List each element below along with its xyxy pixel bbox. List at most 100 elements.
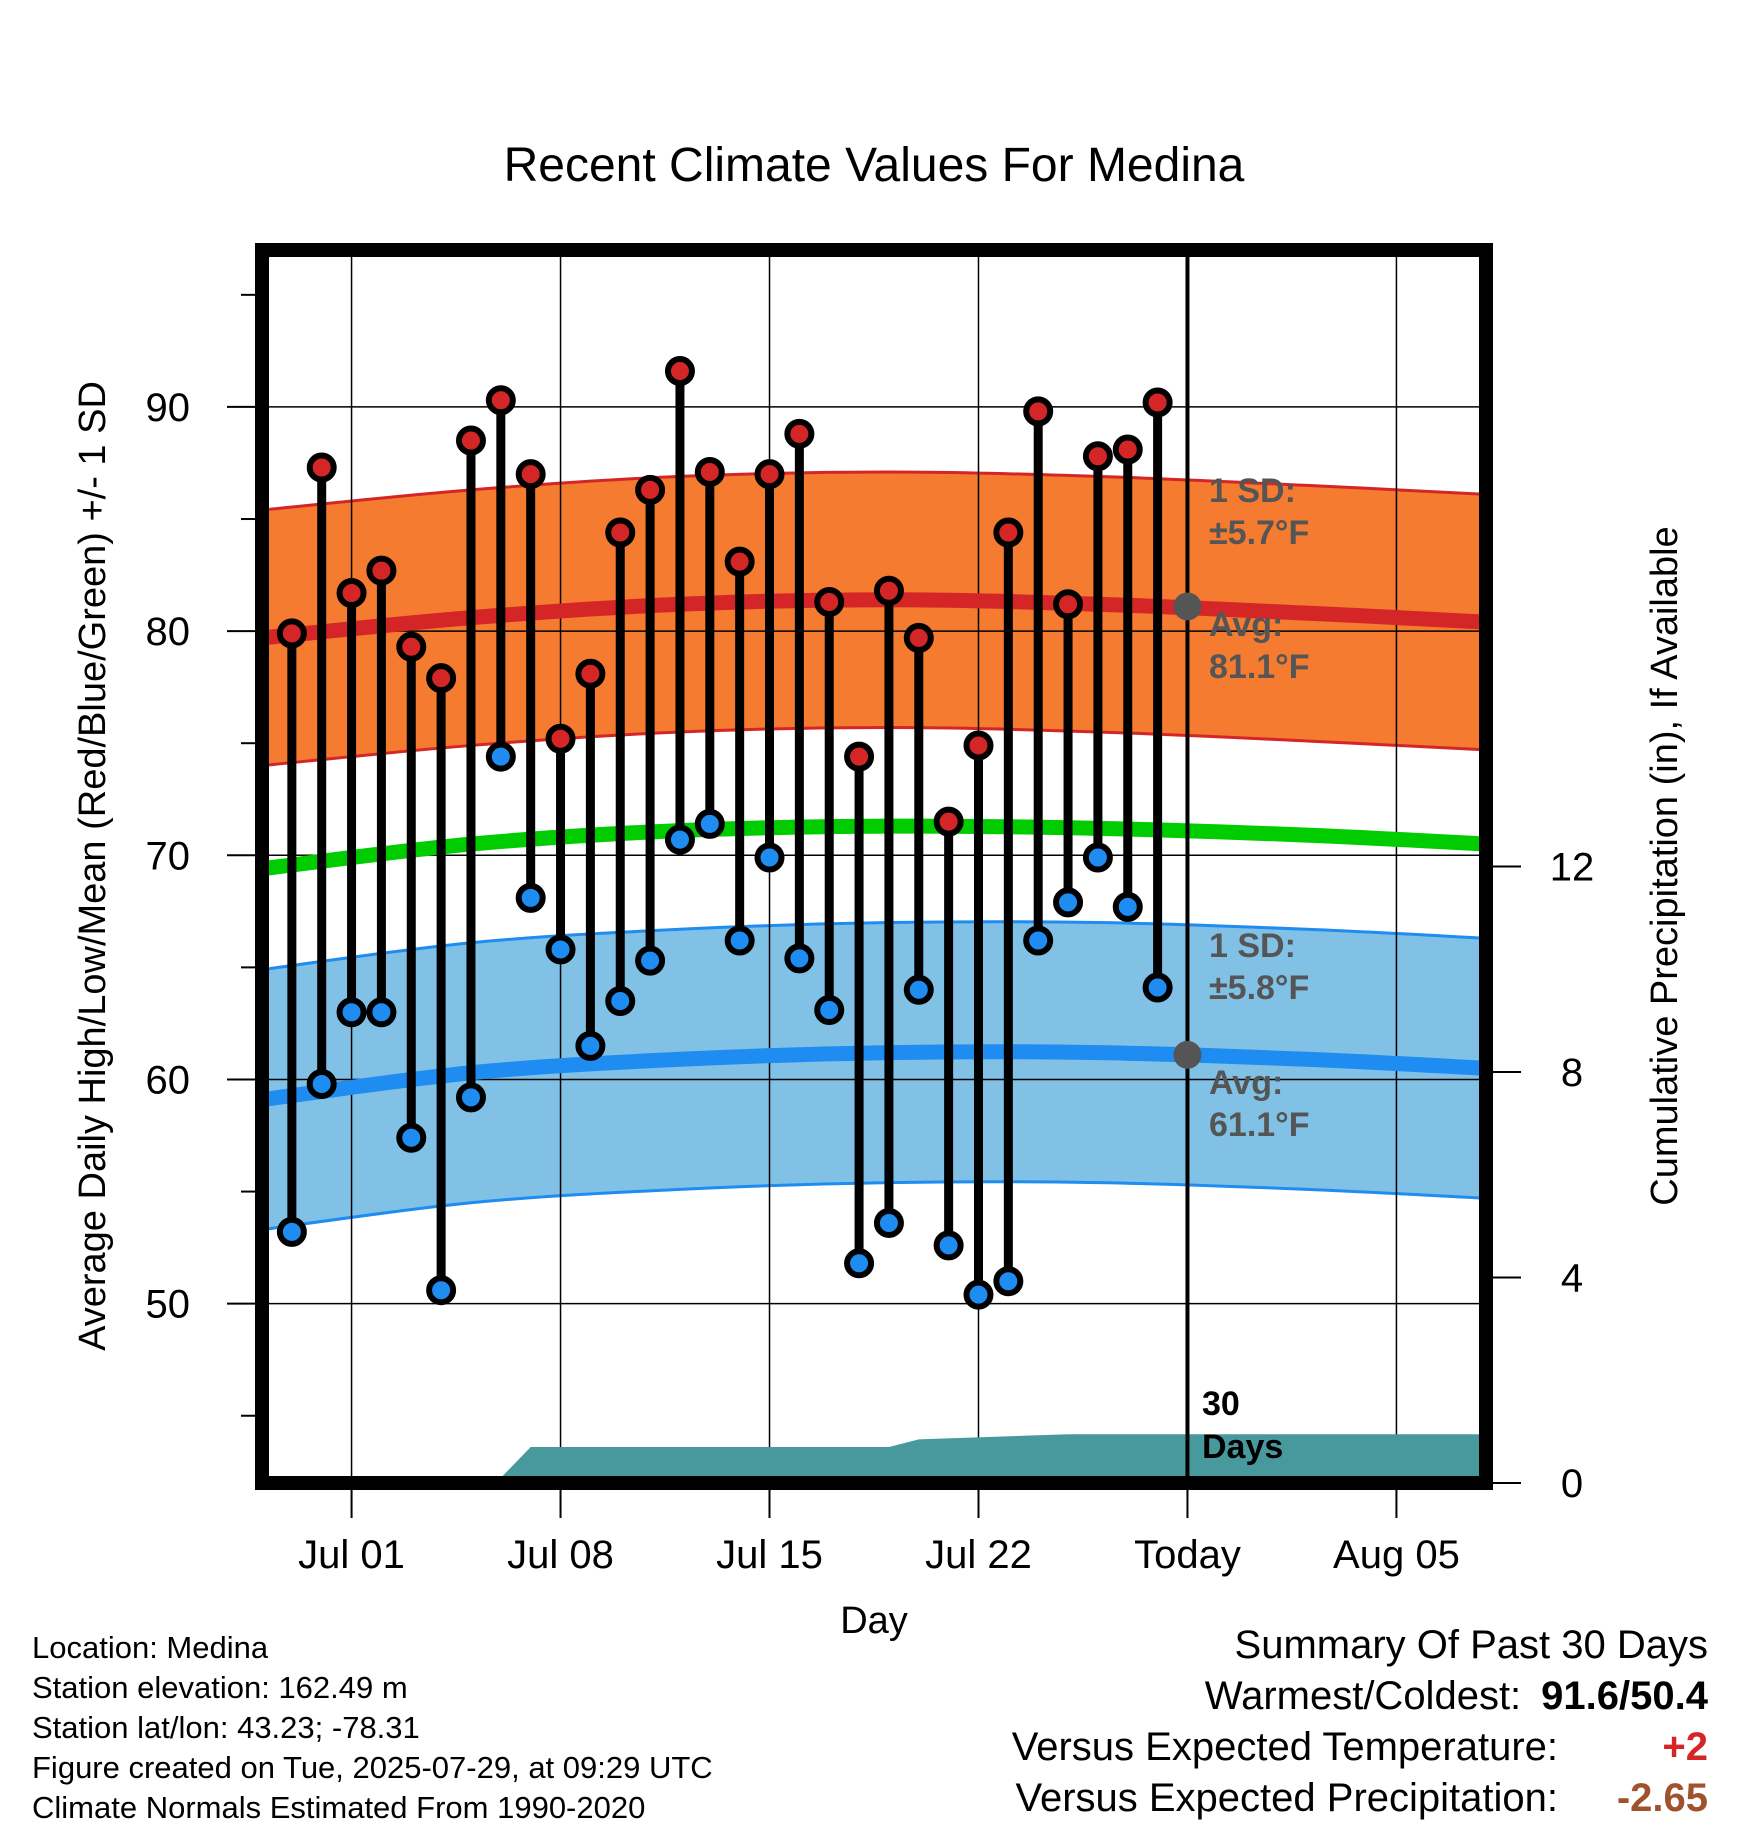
x-tick-label: Jul 01 <box>298 1533 405 1577</box>
daily-low-marker <box>724 925 755 956</box>
temp-value: +2 <box>1662 1725 1708 1769</box>
x-axis-ticks: Jul 01 Jul 08 Jul 15 Jul 22 Today Aug 05 <box>298 1490 1460 1577</box>
daily-low-marker <box>515 882 546 913</box>
daily-low-marker <box>426 1275 457 1306</box>
high-sd-band <box>262 471 1486 766</box>
summary-heading: Summary Of Past 30 Days <box>1234 1623 1708 1667</box>
daily-high-marker <box>485 385 516 416</box>
daily-low-marker <box>784 943 815 974</box>
daily-high-marker <box>366 555 397 586</box>
high-sd-value: ±5.7°F <box>1209 514 1309 552</box>
daily-low-marker <box>605 986 636 1017</box>
daily-low-marker <box>1082 842 1113 873</box>
precip-value: -2.65 <box>1616 1776 1708 1820</box>
summary-temp-row: Versus Expected Temperature: +2 <box>1012 1722 1708 1773</box>
x-tick-label: Aug 05 <box>1333 1533 1460 1577</box>
daily-low-marker <box>575 1030 606 1061</box>
daily-high-marker <box>1023 396 1054 427</box>
y2-tick-label: 8 <box>1561 1051 1583 1095</box>
y-axis-label: Average Daily High/Low/Mean (Red/Blue/Gr… <box>72 381 114 1351</box>
daily-low-marker <box>873 1207 904 1238</box>
warmest-coldest-value: 91.6/50.4 <box>1541 1674 1708 1718</box>
daily-low-marker <box>485 741 516 772</box>
daily-low-marker <box>366 997 397 1028</box>
created-text: Figure created on Tue, 2025-07-29, at 09… <box>32 1750 713 1785</box>
daily-low-marker <box>306 1068 337 1099</box>
location-text: Location: Medina <box>32 1630 269 1665</box>
today-low-avg-marker <box>1173 1040 1202 1069</box>
daily-low-marker <box>1053 887 1084 918</box>
daily-high-marker <box>455 425 486 456</box>
daily-high-marker <box>1142 387 1173 418</box>
daily-high-marker <box>903 622 934 653</box>
y2-tick-label: 4 <box>1561 1257 1583 1301</box>
low-avg-value: 61.1°F <box>1209 1106 1310 1144</box>
low-sd-value: ±5.8°F <box>1209 969 1309 1007</box>
daily-high-marker <box>694 456 725 487</box>
daily-low-marker <box>694 808 725 839</box>
daily-high-marker <box>873 575 904 606</box>
daily-high-marker <box>933 806 964 837</box>
x-tick-label: Jul 22 <box>925 1533 1032 1577</box>
daily-low-marker <box>1142 972 1173 1003</box>
x-tick-label: Jul 15 <box>716 1533 823 1577</box>
daily-high-marker <box>515 459 546 490</box>
high-avg-value: 81.1°F <box>1209 648 1310 686</box>
daily-low-marker <box>844 1248 875 1279</box>
daily-low-marker <box>933 1230 964 1261</box>
y-tick-label: 50 <box>146 1283 191 1327</box>
summary-warmest-row: Warmest/Coldest: 91.6/50.4 <box>1012 1671 1708 1722</box>
daily-stems <box>287 366 1163 1300</box>
y2-axis-ticks: 0 4 8 12 <box>1493 846 1595 1506</box>
y-tick-label: 60 <box>146 1058 191 1102</box>
precipitation-area <box>262 1434 1486 1483</box>
daily-high-marker <box>724 546 755 577</box>
daily-high-marker <box>306 452 337 483</box>
daily-high-marker <box>336 577 367 608</box>
low-sd-label: 1 SD: <box>1209 927 1296 965</box>
daily-high-marker <box>664 356 695 387</box>
chart-title: Recent Climate Values For Medina <box>504 139 1245 192</box>
daily-low-marker <box>1023 925 1054 956</box>
y-axis-ticks: 50 60 70 80 90 <box>146 293 255 1417</box>
latlon-text: Station lat/lon: 43.23; -78.31 <box>32 1710 420 1745</box>
y-tick-label: 70 <box>146 834 191 878</box>
x-axis-label: Day <box>840 1600 908 1642</box>
daily-high-marker <box>1053 589 1084 620</box>
summary-panel: Summary Of Past 30 Days Warmest/Coldest:… <box>1012 1620 1708 1824</box>
annotations: 1 SD: ±5.7°F Avg: 81.1°F 1 SD: ±5.8°F Av… <box>1202 472 1310 1466</box>
daily-low-marker <box>1112 891 1143 922</box>
high-sd-label: 1 SD: <box>1209 472 1296 510</box>
y-tick-label: 80 <box>146 610 191 654</box>
daily-markers <box>276 356 1173 1310</box>
warmest-coldest-label: Warmest/Coldest: <box>1204 1674 1522 1718</box>
x-tick-label: Jul 08 <box>507 1533 614 1577</box>
daily-high-marker <box>545 723 576 754</box>
daily-low-marker <box>993 1266 1024 1297</box>
low-sd-band <box>262 921 1486 1230</box>
daily-high-marker <box>575 658 606 689</box>
daily-high-marker <box>1082 441 1113 472</box>
y2-tick-label: 12 <box>1550 846 1595 890</box>
low-avg-label: Avg: <box>1209 1064 1283 1102</box>
daily-high-marker <box>276 618 307 649</box>
daily-high-marker <box>426 663 457 694</box>
daily-low-marker <box>276 1216 307 1247</box>
daily-low-marker <box>754 842 785 873</box>
daily-low-marker <box>455 1082 486 1113</box>
daily-high-marker <box>754 459 785 490</box>
daily-low-marker <box>336 997 367 1028</box>
daily-high-marker <box>605 517 636 548</box>
normals-text: Climate Normals Estimated From 1990-2020 <box>32 1790 646 1825</box>
daily-low-marker <box>814 994 845 1025</box>
plot-frame <box>255 243 1493 1490</box>
normal-bands <box>262 470 1486 1232</box>
daily-high-marker <box>993 517 1024 548</box>
daily-high-marker <box>814 586 845 617</box>
daily-high-marker <box>784 418 815 449</box>
today-label-30: 30 <box>1202 1385 1240 1423</box>
daily-low-marker <box>635 945 666 976</box>
daily-low-marker <box>396 1122 427 1153</box>
daily-low-marker <box>963 1279 994 1310</box>
